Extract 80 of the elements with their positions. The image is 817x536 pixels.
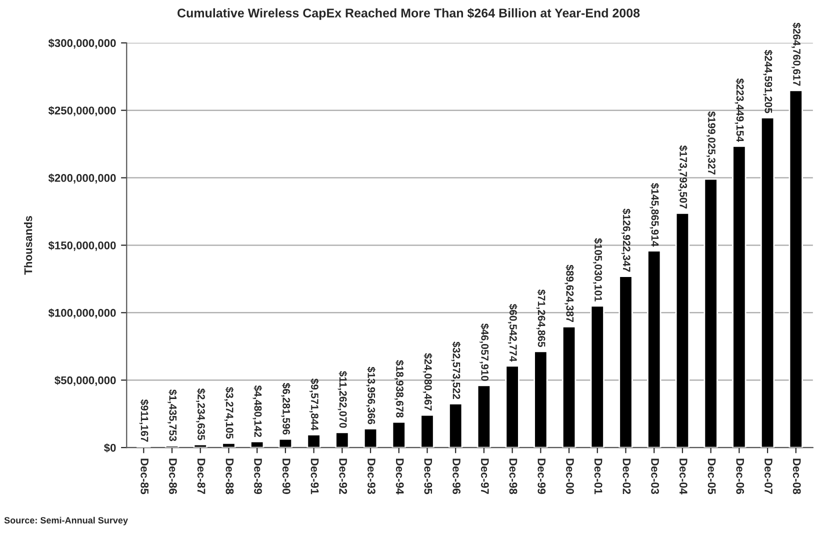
data-label: $24,080,467 [422, 353, 432, 410]
data-label: $60,542,774 [508, 304, 518, 362]
data-label: $264,760,617 [792, 22, 801, 86]
bar [675, 212, 690, 448]
source-note: Source: Semi-Annual Survey [4, 516, 128, 526]
x-tick-label: Dec-94 [396, 458, 404, 494]
x-tick-label: Dec-97 [480, 458, 489, 494]
data-label: $173,793,507 [678, 145, 688, 209]
data-label: $244,591,205 [763, 50, 773, 114]
bar [647, 250, 662, 448]
x-tick-label: Dec-86 [169, 458, 177, 494]
bar [363, 428, 378, 448]
data-label: $199,025,327 [706, 111, 716, 174]
data-label: $1,435,753 [168, 389, 178, 442]
data-label: $13,956,366 [366, 366, 376, 424]
data-label: $89,624,387 [564, 264, 574, 322]
x-tick-label: Dec-96 [452, 458, 460, 494]
bar [420, 414, 434, 448]
x-tick-label: Dec-03 [651, 458, 659, 494]
data-label: $18,938,678 [394, 360, 404, 418]
y-tick-label: $50,000,000 [54, 376, 116, 386]
bar [505, 365, 520, 448]
x-tick-label: Dec-93 [368, 458, 376, 494]
bar [448, 402, 463, 448]
y-tick-label: $150,000,000 [48, 241, 116, 251]
x-tick-label: Dec-99 [538, 458, 546, 494]
x-tick-label: Dec-02 [622, 458, 631, 494]
bar [562, 326, 576, 448]
x-tick-label: Dec-92 [339, 458, 348, 494]
x-tick-label: Dec-98 [509, 458, 518, 494]
data-label: $105,030,101 [593, 238, 602, 302]
data-label: $9,571,844 [309, 378, 319, 430]
x-tick-label: Dec-04 [679, 458, 688, 494]
x-tick-label: Dec-05 [708, 458, 716, 494]
bar [618, 276, 633, 448]
bar [476, 384, 492, 448]
x-tick-label: Dec-95 [424, 458, 432, 494]
x-tick-label: Dec-88 [226, 458, 234, 494]
bar [222, 442, 236, 448]
bar [732, 145, 746, 448]
data-label: $145,865,914 [650, 183, 660, 247]
data-label: $32,573,522 [451, 342, 461, 400]
x-tick-label: Dec-87 [197, 458, 206, 494]
data-label: $911,167 [139, 399, 149, 442]
x-tick-label: Dec-91 [310, 458, 319, 494]
x-tick-label: Dec-90 [282, 458, 290, 494]
y-tick-label: $300,000,000 [48, 38, 116, 49]
x-tick-label: Dec-08 [792, 458, 801, 494]
x-tick-label: Dec-07 [764, 458, 772, 494]
y-tick-label: $200,000,000 [48, 174, 116, 184]
bar [590, 305, 604, 448]
bar [760, 116, 775, 448]
bar [704, 178, 718, 448]
bar [278, 438, 293, 448]
data-label: $6,281,596 [281, 382, 290, 435]
x-tick-label: Dec-85 [140, 458, 149, 494]
chart-title: Cumulative Wireless CapEx Reached More Than $264 Billion at Year-End 2008 [178, 8, 640, 20]
bar [335, 432, 350, 448]
x-tick-label: Dec-06 [736, 458, 744, 494]
data-label: $3,274,105 [224, 386, 234, 439]
bar [534, 350, 548, 448]
bar [306, 434, 321, 448]
y-tick-label: $250,000,000 [48, 106, 116, 116]
bar [250, 440, 264, 448]
data-label: $71,264,865 [536, 289, 546, 347]
y-tick-label: $0 [104, 443, 116, 452]
data-label: $4,480,142 [252, 385, 262, 437]
bar [193, 444, 208, 448]
x-tick-label: Dec-01 [594, 458, 602, 494]
data-label: $2,234,635 [196, 388, 206, 440]
data-label: $223,449,154 [734, 78, 744, 142]
y-axis-title: Thousands [24, 216, 32, 275]
bar [788, 90, 803, 448]
y-tick-label: $100,000,000 [48, 308, 116, 318]
x-tick-label: Dec-00 [566, 458, 574, 494]
x-tick-label: Dec-89 [254, 458, 262, 494]
data-label: $126,922,347 [621, 208, 631, 272]
data-label: $46,057,910 [480, 323, 489, 381]
bar [392, 421, 406, 448]
data-label: $11,262,070 [338, 370, 348, 428]
